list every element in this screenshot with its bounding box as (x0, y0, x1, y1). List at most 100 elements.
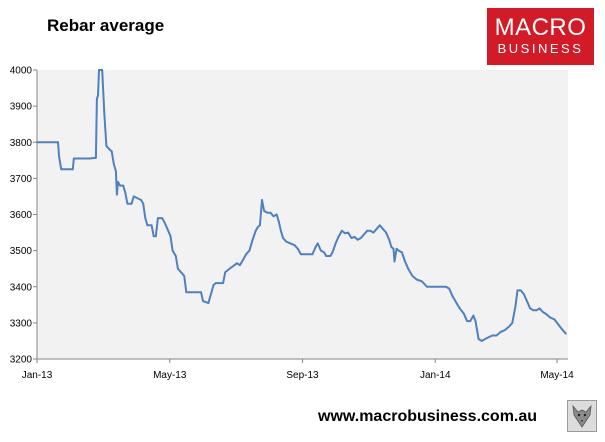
data-point (124, 191, 127, 194)
data-point (58, 155, 60, 158)
data-point (514, 305, 517, 308)
data-point (119, 184, 121, 187)
data-point (171, 249, 174, 252)
data-point (207, 302, 210, 304)
data-point (311, 253, 314, 256)
data-point (116, 193, 118, 196)
data-point (229, 267, 232, 269)
series-layer (36, 69, 567, 342)
data-point (300, 253, 302, 256)
data-point (101, 69, 104, 71)
data-point (538, 307, 541, 310)
data-point (94, 156, 97, 159)
data-point (466, 320, 468, 322)
data-point (469, 320, 472, 322)
data-point (519, 289, 522, 292)
data-point (202, 300, 205, 303)
x-tick-label: May-13 (153, 370, 187, 381)
data-point (337, 235, 340, 238)
data-point (183, 275, 186, 277)
data-point (289, 242, 292, 245)
data-point (411, 275, 414, 277)
data-point (316, 242, 319, 245)
data-point (359, 237, 362, 239)
data-point (105, 144, 108, 147)
data-point (248, 249, 251, 252)
data-point (154, 235, 157, 238)
y-tick-label: 3700 (10, 174, 33, 185)
x-tick-label: Jan-13 (22, 370, 53, 381)
data-point (117, 181, 119, 183)
y-tick-label: 4000 (10, 66, 33, 77)
data-point (526, 300, 528, 303)
data-point (463, 312, 465, 315)
data-point (140, 199, 142, 201)
logo-line-1: MACRO (494, 14, 587, 41)
data-point (293, 244, 296, 247)
x-tick-label: Jan-14 (420, 370, 451, 381)
data-point (108, 148, 111, 151)
data-point (508, 325, 511, 328)
data-point (269, 211, 272, 214)
data-point (455, 302, 458, 304)
data-point (378, 224, 381, 227)
data-point (561, 329, 564, 331)
y-tick-label: 3500 (10, 246, 33, 257)
data-point (232, 264, 235, 267)
data-point (200, 291, 202, 294)
data-point (282, 237, 284, 239)
data-point (146, 224, 149, 227)
macrobusiness-logo: MACRO BUSINESS (487, 8, 594, 65)
y-tick-label: 3800 (10, 138, 33, 149)
data-point (142, 202, 145, 205)
data-point (382, 228, 384, 230)
data-point (239, 264, 241, 266)
data-point (458, 307, 461, 310)
y-axis: 3200 3300 3400 3500 3600 3700 3800 3900 4000 (10, 66, 38, 366)
data-point (390, 246, 393, 248)
data-point (272, 215, 275, 218)
data-point (122, 184, 125, 187)
website-url[interactable]: www.macrobusiness.com.au (318, 408, 538, 425)
data-point (36, 141, 38, 144)
data-point (256, 226, 259, 229)
data-point (194, 291, 197, 294)
logo-line-2: BUSINESS (497, 41, 584, 56)
x-tick-label: May-14 (540, 370, 574, 381)
data-point (88, 157, 91, 160)
data-point (226, 269, 229, 272)
data-point (392, 247, 395, 250)
data-point (516, 289, 519, 292)
data-point (144, 217, 147, 220)
data-point (331, 251, 334, 254)
data-point (275, 213, 278, 216)
data-point (185, 291, 188, 294)
data-point (259, 224, 261, 227)
data-point (486, 337, 488, 339)
data-point (325, 255, 328, 257)
data-point (71, 168, 74, 171)
data-point (110, 150, 113, 153)
data-point (393, 260, 396, 263)
data-point (163, 220, 166, 223)
data-point (347, 231, 350, 234)
data-point (96, 98, 98, 100)
data-point (329, 255, 332, 257)
data-point (529, 307, 532, 310)
data-point (477, 338, 480, 341)
data-point (426, 285, 429, 288)
data-point (480, 340, 483, 342)
data-point (180, 271, 182, 274)
data-point (251, 238, 254, 241)
data-point (385, 231, 387, 234)
data-point (334, 242, 337, 245)
data-point (314, 246, 317, 248)
data-point (112, 163, 115, 165)
data-point (395, 247, 398, 250)
data-point (157, 217, 159, 220)
data-point (323, 251, 325, 254)
data-point (254, 229, 257, 232)
data-point (397, 249, 400, 252)
data-point (369, 229, 372, 232)
data-point (57, 141, 59, 144)
